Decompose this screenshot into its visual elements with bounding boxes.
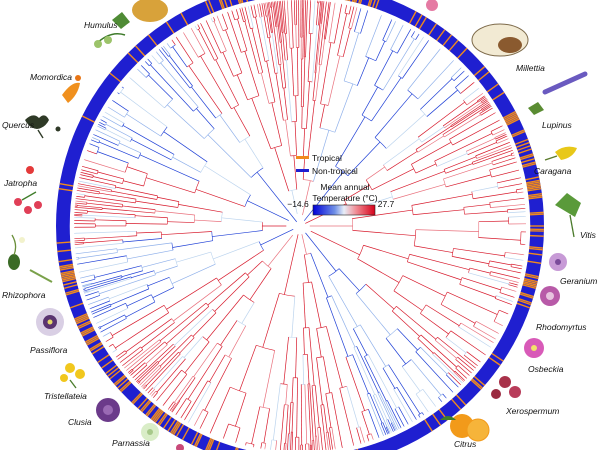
genus-label-rhodomyrtus: Rhodomyrtus <box>536 322 587 332</box>
caragana-illustration <box>544 146 577 161</box>
tropical-trait-ring <box>56 0 544 450</box>
phylogenetic-tree <box>74 0 526 450</box>
tristellateia-illustration <box>60 363 85 389</box>
lupinus-illustration <box>528 71 588 115</box>
humulus-illustration <box>94 0 168 48</box>
genus-label-parnassia: Parnassia <box>112 438 150 448</box>
vitis-illustration <box>555 193 581 238</box>
temperature-min: −14.6 <box>287 199 309 209</box>
temperature-max: 27.7 <box>378 199 395 209</box>
genus-label-caragana: Caragana <box>534 166 572 176</box>
citrus-illustration <box>440 414 490 442</box>
jatropha-illustration <box>14 166 42 214</box>
nontropical-swatch <box>296 169 309 172</box>
rhizophora-illustration <box>8 234 53 283</box>
quercus-illustration <box>25 115 61 139</box>
temperature-label-line1: Mean annual <box>320 182 369 192</box>
clusia-illustration <box>96 398 120 422</box>
genus-label-clusia: Clusia <box>68 417 92 427</box>
temperature-colorbar <box>312 204 376 216</box>
genus-label-humulus: Humulus <box>84 20 118 30</box>
genus-label-xerospermum: Xerospermum <box>505 406 559 416</box>
genus-label-quercus: Quercus <box>2 120 35 130</box>
genus-label-passiflora: Passiflora <box>30 345 68 355</box>
osbeckia-illustration <box>524 338 544 358</box>
genus-label-rhizophora: Rhizophora <box>2 290 46 300</box>
temperature-label-line2: Temperature (°C) <box>312 193 377 203</box>
ring-separator <box>69 0 531 450</box>
genus-label-jatropha: Jatropha <box>3 178 37 188</box>
genus-label-momordica: Momordica <box>30 72 72 82</box>
genus-label-millettia: Millettia <box>516 63 545 73</box>
parnassia-illustration <box>141 423 184 450</box>
passiflora-illustration <box>36 308 64 336</box>
nontropical-label: Non-tropical <box>312 166 358 176</box>
rhodomyrtus-illustration <box>540 286 560 306</box>
genus-label-tristellateia: Tristellateia <box>44 391 87 401</box>
tropical-label: Tropical <box>312 153 342 163</box>
geranium-illustration <box>549 253 567 271</box>
millettia-illustration <box>426 0 529 57</box>
legend: Tropical Non-tropical Mean annual Temper… <box>287 153 395 216</box>
momordica-illustration <box>62 75 81 103</box>
genus-label-citrus: Citrus <box>454 439 477 449</box>
tropical-swatch <box>296 156 309 159</box>
genus-label-geranium: Geranium <box>560 276 597 286</box>
genus-label-osbeckia: Osbeckia <box>528 364 564 374</box>
genus-label-vitis: Vitis <box>580 230 597 240</box>
genus-label-lupinus: Lupinus <box>542 120 573 130</box>
xerospermum-illustration <box>491 376 521 399</box>
